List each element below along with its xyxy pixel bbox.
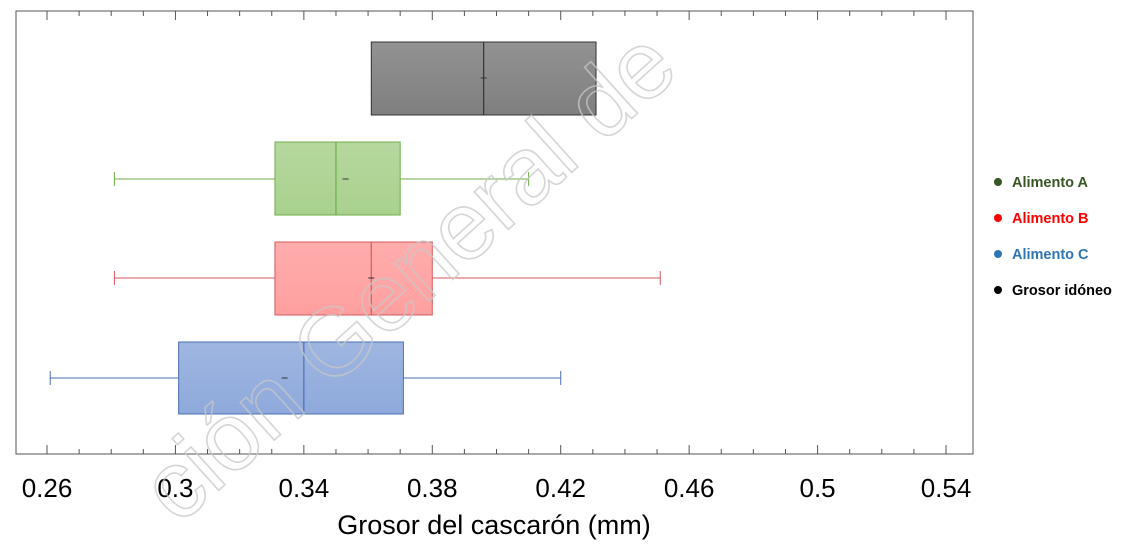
legend-marker-icon bbox=[994, 214, 1002, 222]
box-alimento-a bbox=[113, 141, 530, 216]
x-tick-label: 0.5 bbox=[799, 473, 835, 503]
box-grosor-idóneo bbox=[370, 41, 597, 116]
legend-label: Grosor idóneo bbox=[1012, 283, 1112, 299]
legend-marker-icon bbox=[994, 286, 1002, 294]
legend: Alimento A Alimento B Alimento C Grosor idó… bbox=[994, 175, 1112, 299]
box-iqr bbox=[274, 241, 433, 316]
x-axis-title: Grosor del cascarón (mm) bbox=[337, 510, 651, 540]
legend-marker-icon bbox=[994, 178, 1002, 186]
box-iqr bbox=[274, 141, 401, 216]
x-tick-label: 0.26 bbox=[22, 473, 73, 503]
legend-label: Alimento A bbox=[1012, 175, 1089, 191]
legend-label: Alimento C bbox=[1012, 247, 1089, 263]
x-axis-ticks: 0.26 0.3 0.34 0.38 0.42 0.46 0.5 0.54 bbox=[22, 11, 972, 503]
x-tick-label: 0.42 bbox=[535, 473, 586, 503]
x-tick-label: 0.34 bbox=[279, 473, 330, 503]
x-tick-label: 0.46 bbox=[664, 473, 715, 503]
box-iqr bbox=[178, 341, 404, 415]
box-series bbox=[49, 41, 661, 415]
legend-marker-icon bbox=[994, 250, 1002, 258]
x-tick-label: 0.38 bbox=[407, 473, 458, 503]
x-tick-label: 0.3 bbox=[157, 473, 193, 503]
x-tick-label: 0.54 bbox=[921, 473, 972, 503]
legend-label: Alimento B bbox=[1012, 211, 1089, 227]
box-alimento-b bbox=[113, 241, 661, 316]
box-alimento-c bbox=[49, 341, 562, 415]
